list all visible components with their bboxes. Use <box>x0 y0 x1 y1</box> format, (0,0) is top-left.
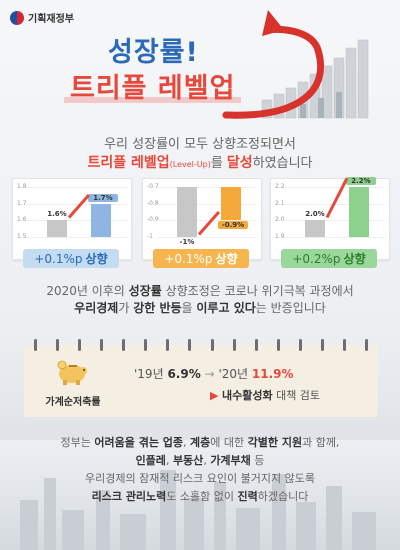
spiral-binding <box>34 339 368 351</box>
y-tick-label: -1 <box>147 233 153 240</box>
rising-bars-illustration <box>222 10 369 119</box>
change-badge-2019-gdp: +0.2%p 상향 <box>281 249 377 268</box>
mid-text-line1: 2020년 이후의 성장률 상향조정은 코로나 위기극복 과정에서 <box>46 284 354 298</box>
city-skyline-background <box>0 440 400 550</box>
y-tick-label: -0.8 <box>147 199 159 207</box>
y-tick-label: -0.9 <box>147 216 159 224</box>
y-tick-label: 1.7 <box>17 199 27 207</box>
y-tick-label: 1.5 <box>17 233 27 240</box>
bar-after <box>349 187 369 237</box>
grid-line <box>27 187 127 188</box>
change-badge-q1-2021: +0.1%p 상향 <box>23 249 119 268</box>
footer-line2: 인플레, 부동산, 가계부채 등 <box>135 454 265 467</box>
ministry-emblem-icon <box>10 10 24 25</box>
increase-arrow-icon <box>197 210 221 236</box>
intro-line2: 트리플 레벨업(Level-Up)를 달성하였습니다 <box>87 155 313 171</box>
bar-after <box>221 187 241 221</box>
grid-line <box>285 237 385 238</box>
y-tick-label: 1.6 <box>17 216 27 224</box>
arrow-head-icon <box>262 10 284 36</box>
piggy-bank-icon <box>57 360 87 385</box>
savings-note-card: 가계순저축률 '19년 6.9% → '20년 11.9% ▶ 내수활성화 대책… <box>24 339 378 417</box>
footer-line1: 정부는 어려움을 겪는 업종, 계층에 대한 각별한 지원과 함께, <box>60 436 340 449</box>
bar-value-label: 1.6% <box>47 210 67 219</box>
change-badge-2020-gdp: +0.1%p 상향 <box>153 249 249 268</box>
ministry-name: 기획재정부 <box>28 14 74 25</box>
ministry-logo: 기획재정부 <box>10 10 74 25</box>
grid-line <box>285 220 385 222</box>
bar-before <box>47 220 67 237</box>
bar-value-label: -0.9% <box>218 221 248 230</box>
y-tick-label: 2.0 <box>275 216 285 224</box>
footer-line3: 우리경제의 잠재적 리스크 요인이 불거지지 않도록 <box>84 472 315 485</box>
y-tick-label: 1.8 <box>17 183 27 190</box>
chart-panel-q1-2021: 1.81.71.61.51.6%1.7%2021년 1/4분기 성장률 <box>12 178 132 260</box>
savings-rate-change: '19년 6.9% → '20년 11.9% <box>134 367 294 381</box>
arrow-right-icon: ▶ <box>210 389 219 402</box>
grid-line <box>157 187 257 188</box>
grid-line <box>27 220 127 222</box>
grid-line <box>157 203 257 205</box>
increase-arrow-icon <box>325 177 349 219</box>
y-tick-label: 2.1 <box>275 199 285 207</box>
bar-before <box>177 187 197 237</box>
savings-label: 가계순저축률 <box>45 397 101 408</box>
hero-title-line1: 성장률! <box>108 37 199 68</box>
hero-title-line2: 트리플 레벨업 <box>64 66 242 105</box>
chart-panel-2019-gdp: 2.22.12.01.92.0%2.2%2019년 연간 GDP 확정치 <box>270 177 390 260</box>
bar-value-label: 2.2% <box>346 177 376 185</box>
grid-line <box>157 220 257 222</box>
grid-line <box>27 237 127 238</box>
bar-before <box>305 220 325 237</box>
piggy-bank-block: 가계순저축률 <box>34 359 112 408</box>
bar-value-label: 1.7% <box>88 193 118 202</box>
y-tick-label: -0.7 <box>147 183 159 190</box>
grid-line <box>285 187 385 188</box>
bar-value-label: -1% <box>179 238 195 246</box>
bar-after <box>91 203 111 237</box>
grid-line <box>157 237 257 238</box>
bar-value-label: 2.0% <box>305 210 325 219</box>
y-tick-label: 1.9 <box>275 233 285 240</box>
footer-line4: 리스크 관리노력도 소홀함 없이 진력하겠습니다 <box>91 490 309 503</box>
hero-banner: 성장률! 트리플 레벨업 <box>0 0 400 130</box>
policy-action: ▶ 내수활성화 대책 검토 <box>210 389 321 402</box>
y-tick-label: 2.2 <box>275 183 285 190</box>
intro-line1: 우리 성장률이 모두 상향조정되면서 <box>104 137 296 152</box>
mid-text-line2: 우리경제가 강한 반등을 이루고 있다는 반증입니다 <box>74 301 326 315</box>
chart-panel-2020-gdp: -0.7-0.8-0.9-1-1%-0.9%2020년 연간 GDP 잠정치 <box>142 178 262 260</box>
increase-arrow-icon <box>67 194 91 219</box>
